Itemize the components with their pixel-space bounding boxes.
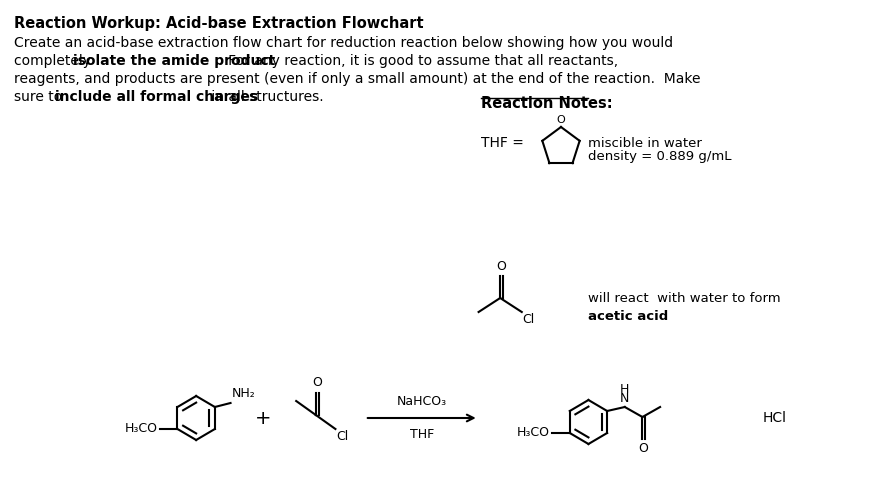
Text: O: O (638, 442, 647, 455)
Text: will react  with water to form: will react with water to form (588, 292, 781, 305)
Text: Cl: Cl (522, 313, 534, 326)
Text: completely: completely (14, 54, 95, 68)
Text: density = 0.889 g/mL: density = 0.889 g/mL (588, 150, 731, 163)
Text: reagents, and products are present (even if only a small amount) at the end of t: reagents, and products are present (even… (14, 72, 700, 86)
Text: THF =: THF = (480, 136, 527, 150)
Text: H₃CO: H₃CO (125, 423, 158, 436)
Text: isolate the amide product: isolate the amide product (73, 54, 275, 68)
Text: .  For any reaction, it is good to assume that all reactants,: . For any reaction, it is good to assume… (215, 54, 617, 68)
Text: Cl: Cl (336, 430, 348, 443)
Text: THF: THF (410, 428, 433, 441)
Text: O: O (496, 260, 505, 273)
Text: Create an acid-base extraction flow chart for reduction reaction below showing h: Create an acid-base extraction flow char… (14, 36, 672, 50)
Text: in all structures.: in all structures. (207, 90, 324, 104)
Text: H₃CO: H₃CO (517, 427, 550, 440)
Text: H: H (619, 383, 629, 396)
Text: include all formal charges: include all formal charges (55, 90, 258, 104)
Text: NH₂: NH₂ (232, 387, 255, 400)
Text: O: O (556, 115, 565, 125)
Text: Reaction Workup: Acid-base Extraction Flowchart: Reaction Workup: Acid-base Extraction Fl… (14, 16, 423, 31)
Text: sure to: sure to (14, 90, 67, 104)
Text: HCl: HCl (762, 411, 786, 425)
Text: NaHCO₃: NaHCO₃ (396, 395, 446, 408)
Text: miscible in water: miscible in water (588, 137, 702, 150)
Text: O: O (311, 376, 321, 389)
Text: acetic acid: acetic acid (588, 310, 668, 323)
Text: N: N (619, 392, 629, 405)
Text: +: + (254, 408, 271, 428)
Text: Reaction Notes:: Reaction Notes: (480, 96, 611, 111)
